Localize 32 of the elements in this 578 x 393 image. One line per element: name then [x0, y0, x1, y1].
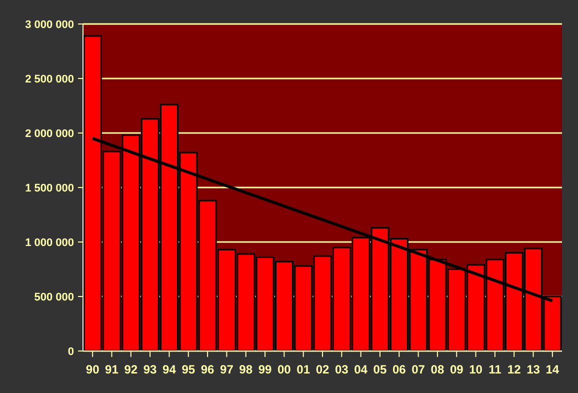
- x-tick-label: 04: [354, 362, 368, 377]
- x-tick-label: 12: [507, 362, 522, 377]
- x-tick-label: 93: [143, 362, 158, 377]
- x-tick-label: 96: [200, 362, 215, 377]
- x-tick-label: 01: [296, 362, 310, 377]
- y-tick-label: 2 000 000: [25, 128, 74, 140]
- x-tick-label: 98: [239, 362, 253, 377]
- x-tick-label: 99: [258, 362, 272, 377]
- x-tick-label: 06: [392, 362, 406, 377]
- x-tick-label: 02: [316, 362, 330, 377]
- x-tick-label: 14: [546, 362, 560, 377]
- x-tick-label: 97: [220, 362, 234, 377]
- x-tick-label: 03: [334, 362, 349, 377]
- x-tick-label: 95: [182, 362, 196, 377]
- x-tick-label: 10: [469, 362, 483, 377]
- x-tick-label: 05: [373, 362, 387, 377]
- y-tick-label: 500 000: [34, 291, 74, 304]
- y-tick-label: 0: [68, 346, 74, 358]
- x-tick-label: 91: [105, 362, 119, 377]
- x-tick-label: 90: [86, 362, 100, 377]
- y-tick-label: 1 000 000: [25, 236, 74, 249]
- x-tick-label: 92: [124, 362, 138, 377]
- x-tick-label: 00: [278, 362, 292, 377]
- y-tick-label: 3 000 000: [25, 18, 74, 31]
- x-tick-label: 08: [430, 362, 444, 377]
- y-tick-label: 2 500 000: [25, 73, 74, 86]
- x-tick-label: 94: [162, 362, 176, 377]
- y-tick-label: 1 500 000: [25, 182, 74, 194]
- x-tick-label: 07: [412, 362, 426, 377]
- x-tick-label: 09: [450, 362, 464, 377]
- x-tick-label: 13: [526, 362, 540, 377]
- x-tick-label: 11: [488, 362, 502, 377]
